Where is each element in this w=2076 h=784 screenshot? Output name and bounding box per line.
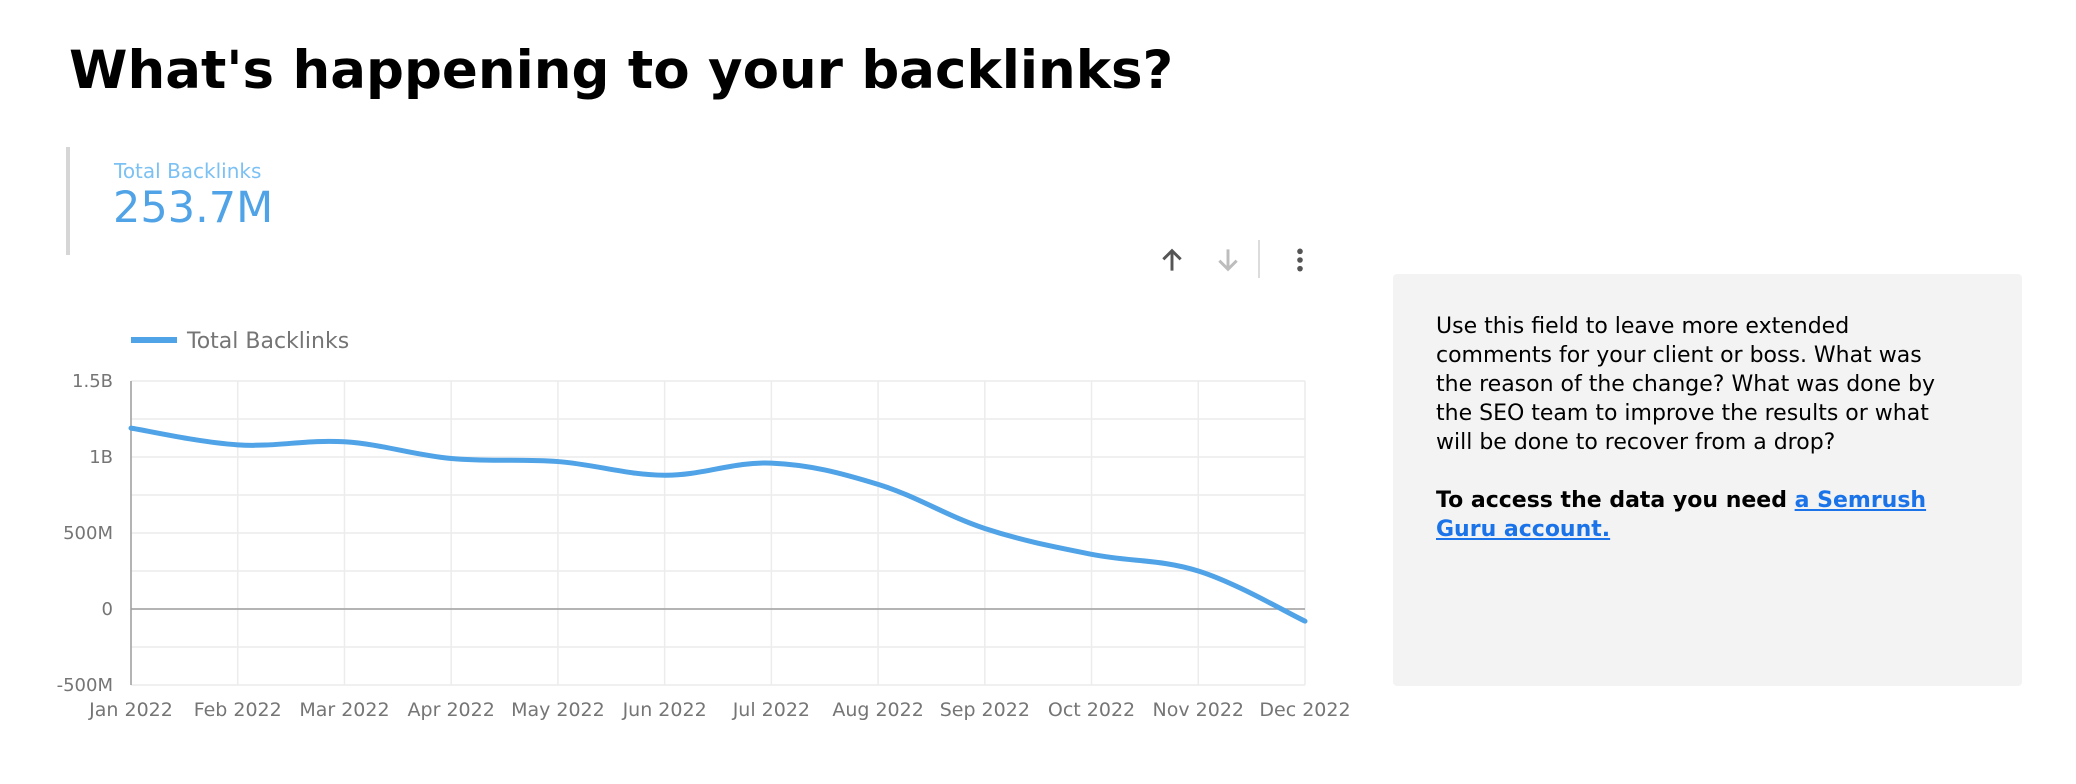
x-tick-label: Jul 2022	[732, 699, 810, 721]
x-tick-label: Jun 2022	[622, 699, 707, 721]
comment-body: Use this field to leave more extended co…	[1436, 314, 1936, 455]
scorecard-value: 253.7M	[113, 183, 274, 233]
y-tick-label: -500M	[57, 675, 113, 696]
backlinks-chart: -500M 0 500M 1B 1.5B Jan 2022 Feb 2022 Mar 2022…	[0, 300, 1380, 740]
comment-access-text: To access the data you need a Semrush Gu…	[1436, 486, 1936, 544]
x-tick-label: Sep 2022	[940, 699, 1030, 721]
y-tick-label: 1.5B	[72, 371, 113, 392]
x-tick-label: Jan 2022	[88, 699, 173, 721]
semrush-guru-link[interactable]: a Semrush Guru account.	[1436, 488, 1927, 542]
y-tick-label: 500M	[63, 523, 113, 544]
sort-ascending-button[interactable]	[1148, 236, 1196, 284]
series-line	[128, 425, 1308, 624]
x-tick-label: Oct 2022	[1048, 699, 1135, 721]
toolbar-divider	[1258, 240, 1260, 278]
page-title: What's happening to your backlinks?	[69, 40, 1174, 101]
x-tick-label: Dec 2022	[1259, 699, 1350, 721]
arrow-down-icon	[1218, 249, 1238, 272]
x-tick-label: Apr 2022	[408, 699, 495, 721]
y-tick-label: 0	[102, 599, 113, 620]
sort-descending-button[interactable]	[1204, 236, 1252, 284]
chart-svg: -500M 0 500M 1B 1.5B Jan 2022 Feb 2022 Mar 2022…	[57, 329, 1351, 721]
x-tick-label: May 2022	[511, 699, 605, 721]
more-vert-icon	[1297, 248, 1303, 272]
x-tick-label: Aug 2022	[832, 699, 924, 721]
chart-toolbar	[1134, 236, 1324, 284]
x-tick-label: Nov 2022	[1153, 699, 1244, 721]
x-tick-label: Feb 2022	[194, 699, 282, 721]
x-tick-label: Mar 2022	[299, 699, 389, 721]
legend-label: Total Backlinks	[186, 329, 349, 354]
arrow-up-icon	[1162, 248, 1182, 271]
y-tick-label: 1B	[89, 447, 113, 468]
scorecard-label: Total Backlinks	[114, 159, 262, 183]
scorecard: Total Backlinks 253.7M	[66, 147, 390, 255]
comment-access-prefix: To access the data you need	[1436, 488, 1795, 513]
comment-panel[interactable]: Use this field to leave more extended co…	[1393, 274, 2022, 686]
more-options-button[interactable]	[1276, 236, 1324, 284]
